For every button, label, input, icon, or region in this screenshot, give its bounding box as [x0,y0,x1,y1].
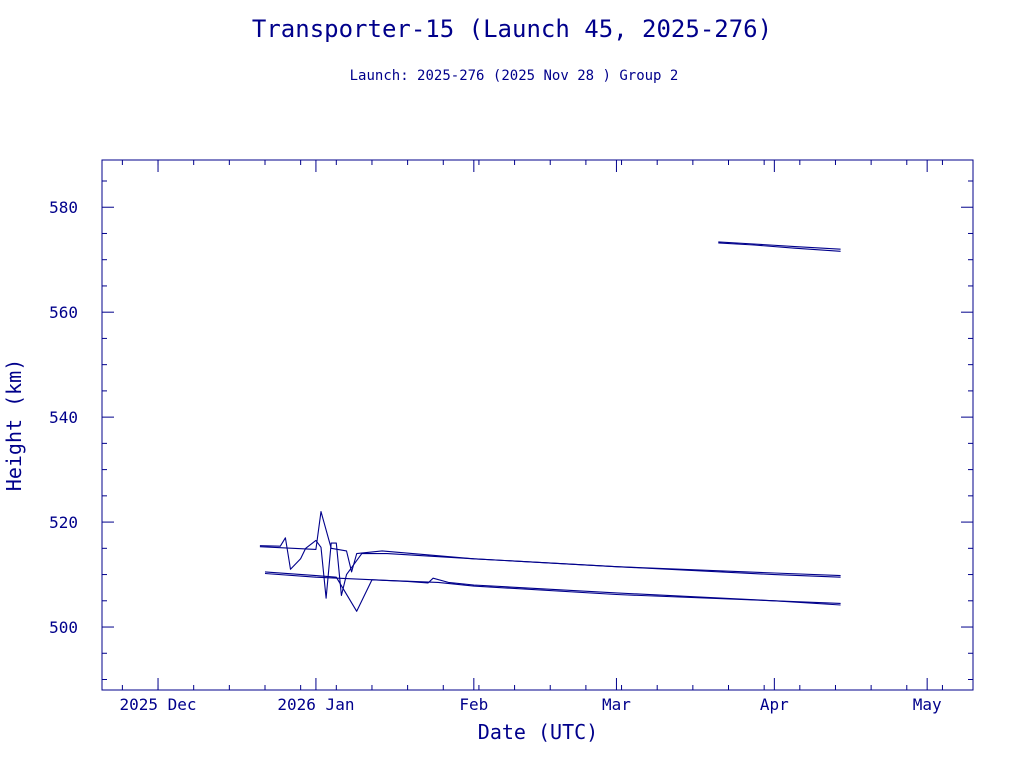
series-group [259,241,841,612]
y-tick-label: 560 [49,303,78,322]
x-tick-label: Feb [459,695,488,714]
y-tick-labels: 500 520 540 560 580 [49,198,78,637]
chart-title: Transporter-15 (Launch 45, 2025-276) [252,15,772,43]
x-tick-label: 2025 Dec [119,695,196,714]
x-tick-label: Mar [602,695,631,714]
plot-frame [101,159,974,691]
series-line-2 [259,511,841,577]
x-axis-label: Date (UTC) [478,720,598,744]
series-line-6 [718,242,841,252]
series-line-5 [718,241,841,250]
y-tick-label: 520 [49,513,78,532]
x-tick-label: 2026 Jan [277,695,354,714]
series-line-3 [264,571,841,612]
y-tick-label: 500 [49,618,78,637]
series-line-4 [264,572,841,606]
y-tick-label: 580 [49,198,78,217]
y-axis-label: Height (km) [2,359,26,491]
y-tick-label: 540 [49,408,78,427]
tick-marks [102,160,973,690]
chart-subtitle: Launch: 2025-276 (2025 Nov 28 ) Group 2 [350,68,679,84]
x-tick-labels: 2025 Dec 2026 Jan Feb Mar Apr May [119,695,941,714]
x-tick-label: May [913,695,942,714]
x-tick-label: Apr [760,695,789,714]
